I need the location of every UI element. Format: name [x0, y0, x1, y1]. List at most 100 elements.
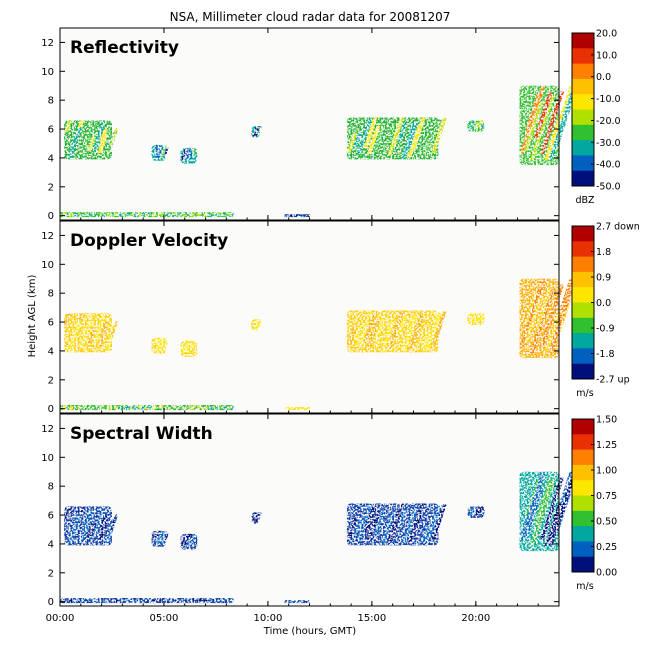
y-tick-label: 10 [41, 260, 54, 271]
echo-cell [118, 212, 124, 217]
echo-cell [421, 139, 431, 157]
colorbar-tick-label: 0.00 [596, 568, 617, 579]
echo-cell [480, 317, 486, 322]
echo-region [60, 598, 234, 604]
echo-cell [252, 319, 260, 330]
echo-cell [431, 314, 446, 347]
echo-cell [203, 599, 209, 603]
panel-label: Reflectivity [70, 38, 179, 58]
echo-cell [151, 405, 157, 410]
echo-cell [110, 514, 118, 532]
echo-cell [125, 405, 131, 409]
echo-region [251, 512, 262, 524]
panel-reflectivity: 0 2 4 6 8 10 12 Reflectivity 20.0 10.0 0.0 -10.0 -20… [41, 27, 621, 222]
echo-cell [125, 212, 131, 216]
echo-cell [529, 481, 555, 547]
echo-cell [106, 598, 112, 603]
echo-cell [544, 117, 563, 160]
colorbar-segment [572, 449, 594, 466]
echo-cell [215, 213, 221, 217]
panel-label: Doppler Velocity [70, 231, 228, 251]
echo-cell [288, 407, 294, 410]
echo-cell [297, 601, 303, 603]
echo-cell [540, 477, 565, 540]
y-tick-label: 6 [48, 318, 54, 329]
colorbar-tick-label: -20.0 [596, 116, 621, 127]
echo-cell [97, 520, 108, 540]
echo-cell [87, 330, 96, 345]
echo-cell [184, 147, 193, 159]
colorbar-tick-label: 1.8 [596, 247, 611, 258]
panel-spectral-width: 0 2 4 6 8 10 12 00:00 05:00 10:00 15:00 20:00 Spectr… [41, 413, 617, 624]
y-tick-label: 4 [48, 539, 54, 550]
echo-region [64, 313, 118, 353]
echo-cell [306, 600, 311, 604]
echo-cell [387, 513, 401, 542]
echo-cell [110, 321, 118, 339]
echo-cell [180, 342, 189, 354]
colorbar-segment [572, 33, 594, 49]
colorbar-tick-label: 1.25 [596, 440, 617, 451]
echo-cell [94, 408, 100, 410]
echo-cell [222, 405, 227, 408]
colorbar-frame [571, 32, 595, 187]
colorbar: 1.50 1.25 1.00 0.75 0.50 0.25 0.00m/s [571, 415, 617, 592]
echo-region [467, 313, 486, 325]
colorbar-tick-label: 0.75 [596, 491, 617, 502]
echo-cell [118, 598, 124, 603]
echo-cell [380, 125, 396, 159]
echo-cell [480, 510, 486, 515]
echo-cell [217, 212, 222, 214]
colorbar-segment [572, 140, 594, 156]
echo-cell [191, 149, 197, 156]
echo-cell [177, 599, 182, 602]
echo-region [251, 126, 262, 138]
echo-cell [87, 405, 93, 409]
colorbar-segment [572, 556, 594, 573]
echo-cell [288, 600, 294, 603]
y-tick-label: 8 [48, 289, 54, 300]
echo-cell [110, 128, 118, 146]
colorbar-unit: m/s [576, 388, 593, 399]
echo-cell [478, 313, 485, 320]
echo-cell [548, 281, 576, 353]
colorbar-segment [572, 78, 594, 95]
echo-cell [64, 506, 72, 519]
echo-cell [164, 533, 169, 542]
echo-region [519, 471, 576, 552]
echo-cell [94, 601, 100, 603]
colorbar-segment [572, 464, 594, 481]
echo-cell [208, 599, 214, 604]
echo-cell [353, 325, 363, 341]
echo-cell [60, 598, 233, 604]
echo-cell [137, 212, 143, 215]
colorbar-segment [572, 348, 594, 365]
echo-cell [534, 478, 553, 524]
echo-cell [431, 121, 446, 154]
colorbar-tick-label: 0.0 [596, 298, 611, 309]
echo-cell [144, 214, 150, 217]
echo-cell [186, 538, 193, 546]
echo-cell [480, 124, 486, 129]
echo-cell [424, 120, 441, 157]
y-tick-label: 12 [41, 424, 54, 435]
echo-cell [87, 598, 93, 602]
echo-cell [154, 532, 164, 546]
echo-cell [474, 507, 481, 515]
echo-cell [534, 285, 553, 331]
echo-cell [523, 295, 544, 344]
echo-cell [182, 407, 188, 410]
echo-cell [196, 598, 202, 602]
colorbar-segment [572, 63, 594, 80]
echo-cell [544, 310, 563, 353]
echo-cell [431, 507, 446, 540]
echo-cell [400, 314, 418, 352]
echo-cell [363, 118, 378, 149]
echo-cell [87, 212, 93, 216]
colorbar-segment [572, 287, 594, 303]
echo-cell [548, 88, 576, 160]
echo-cell [400, 121, 418, 159]
colorbar-segment [572, 226, 594, 242]
